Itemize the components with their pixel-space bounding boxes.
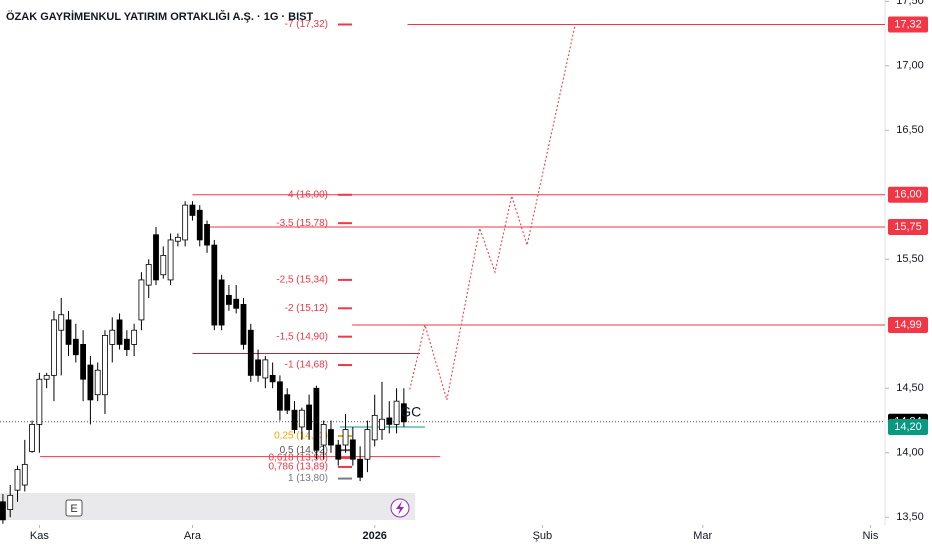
candle-body [255,359,261,376]
candle-body [138,279,145,321]
fib-label: 0,25 (14,13) [274,431,328,442]
event-icon[interactable] [65,499,83,517]
candle-body [7,494,14,510]
x-tick-label: Kas [30,530,49,542]
candle-body [364,429,371,460]
candle-body [379,418,385,430]
candle-body [320,423,327,446]
candle-body [226,294,232,305]
candle-body [123,338,130,350]
lightning-glyph [396,501,404,515]
candle-body [14,469,21,491]
candle-body [72,338,79,356]
fib-label: -3,5 (15,78) [276,218,328,229]
candle-body [357,458,364,478]
fib-label: 0,5 (14,02) [280,445,328,456]
candle-body [298,409,305,428]
candle-body [233,298,240,309]
event-label: E [70,503,77,515]
candle-body [349,439,356,460]
candle-body [29,423,35,452]
fib-label: -2 (15,12) [285,303,328,314]
annotation: GC [400,403,421,419]
y-tick-label: 13,50 [896,511,924,523]
x-tick-label: Ara [184,530,202,542]
price-tag-label: 14,20 [894,421,922,433]
candle-body [240,304,247,345]
candle-body [174,236,181,242]
candle-body [43,374,50,380]
candle-body [145,264,152,286]
price-tag [888,186,928,203]
x-tick-label: 2026 [362,530,386,542]
fib-label: 0,786 (13,89) [269,462,329,473]
x-tick-label: Şub [533,530,553,542]
fib-label: -1 (14,68) [285,360,328,371]
price-tag [888,219,928,236]
x-tick-label: Mar [693,530,712,542]
price-tag-label: 14,99 [894,319,922,331]
candle-body [58,314,65,331]
fib-label: 1 (13,80) [288,473,328,484]
candle-body [51,319,57,376]
candle-body [313,387,320,451]
candle-body [196,209,203,241]
candle-body [131,329,138,345]
candle-body [393,400,400,425]
fib-label: -7 (17,32) [285,19,328,30]
price-tag [888,418,928,435]
candle-body [65,319,72,345]
fib-label: -2,5 (15,34) [276,275,328,286]
y-tick-label: 17,00 [896,60,924,72]
y-tick-label: 17,50 [896,0,924,7]
y-tick-label: 16,50 [896,124,924,136]
candle-body [306,404,312,430]
x-tick-label: Nis [862,530,878,542]
fib-label: -1,5 (14,90) [276,331,328,342]
price-tag [888,16,928,33]
candle-body [109,329,116,345]
price-tag-label: 17,32 [894,18,922,30]
candle-body [269,374,276,383]
candle-body [94,369,101,396]
candle-body [284,394,291,411]
candle-body [371,414,378,441]
candle-body [116,319,123,345]
candle-body [211,244,218,326]
candle-body [80,344,87,380]
event-bar [0,493,415,520]
y-tick-label: 15,50 [896,253,924,265]
fib-label: 4 (16,00) [288,189,328,200]
candle-body [189,204,196,216]
chart-title: ÖZAK GAYRİMENKUL YATIRIM ORTAKLIĞI A.Ş. … [6,10,313,23]
candle-body [218,279,225,326]
candle-body [386,417,393,425]
candle-body [262,359,269,379]
candle-body [21,463,28,486]
candle-body [342,429,349,446]
price-tag [888,317,928,334]
candle-body [204,224,210,246]
candle-body [328,429,334,446]
price-tag-label: 15,75 [894,221,922,233]
candle-body [160,255,167,276]
candle-body [182,204,189,241]
price-tag-label: 16,00 [894,189,922,201]
fib-label: 0,618 (13,96) [269,453,329,464]
candle-body [291,409,298,430]
candle-body [335,444,342,460]
y-tick-label: 14,50 [896,382,924,394]
candle-body [87,364,94,401]
candle-body [277,381,283,411]
candle-body [153,234,159,281]
candle-body [102,334,108,396]
y-tick-label: 14,00 [896,447,924,459]
candle-body [36,378,43,425]
candle-body [167,239,174,281]
candle-body [0,501,6,521]
candle-body [400,403,407,423]
candle-body [247,329,254,376]
